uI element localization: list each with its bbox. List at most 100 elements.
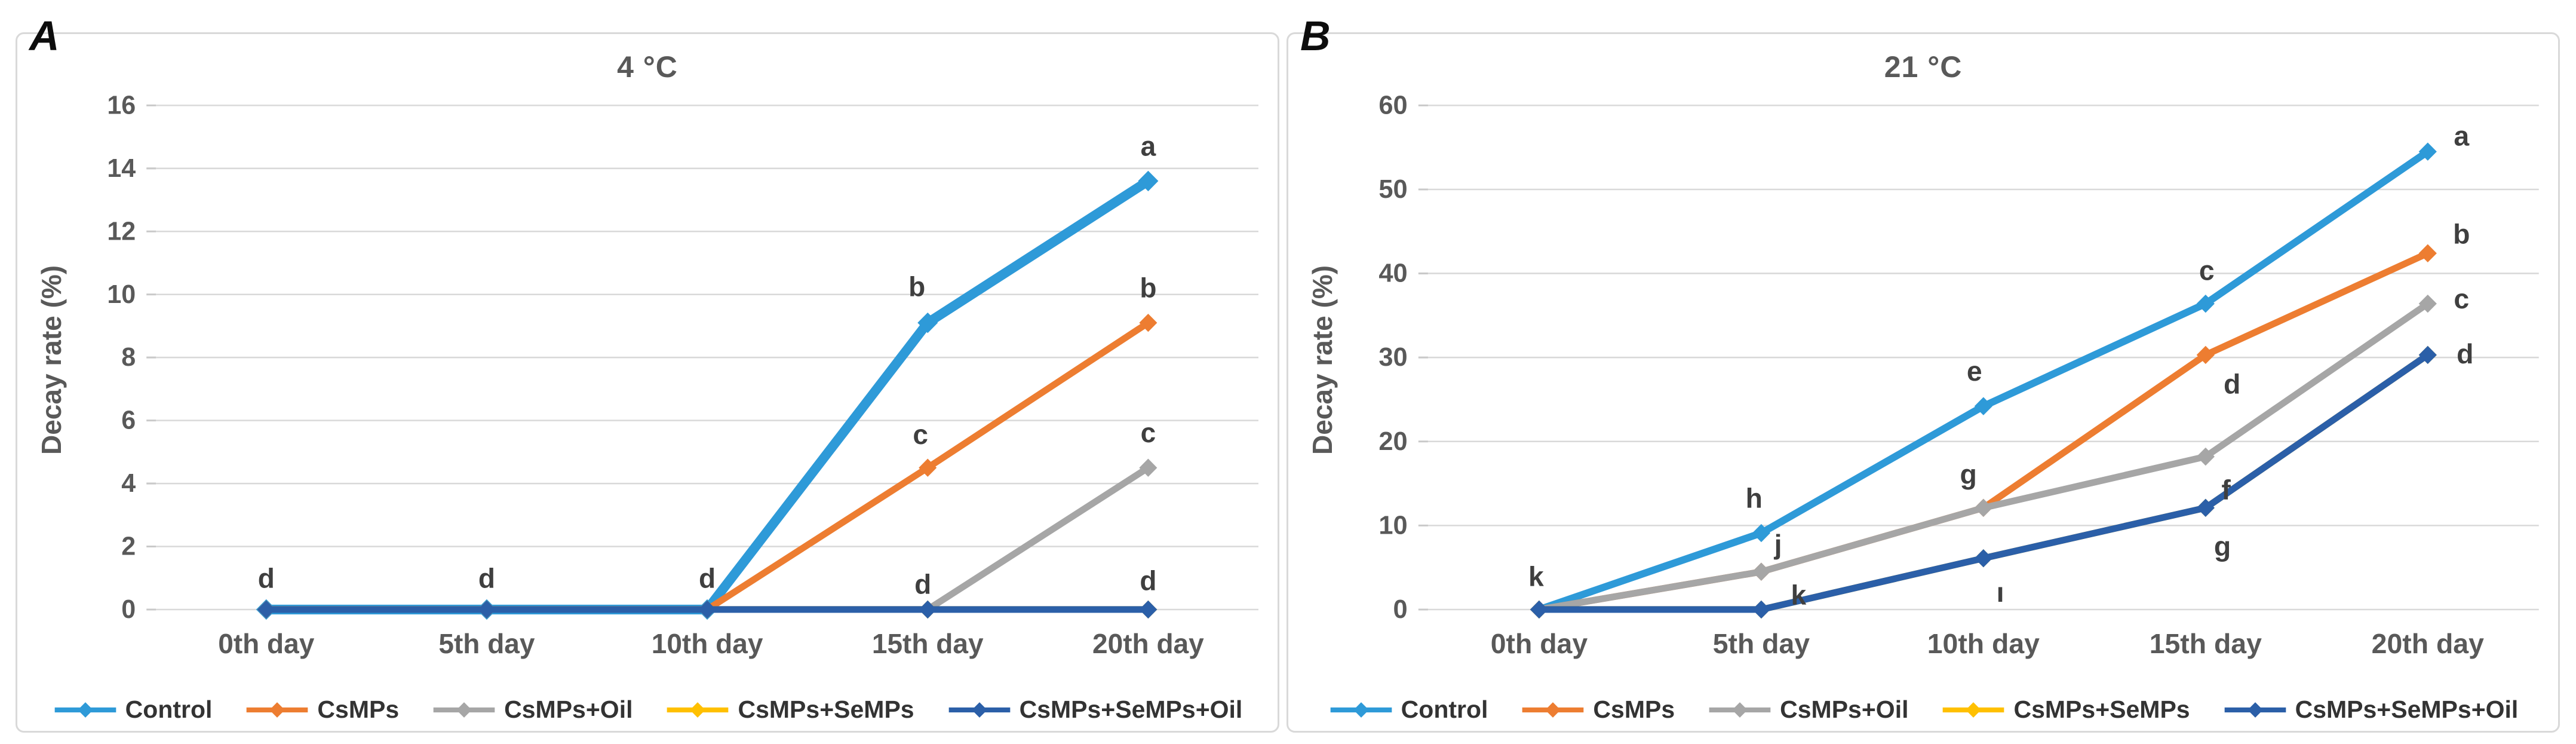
legend-swatch-icon — [1943, 702, 2004, 718]
series-marker-control — [2418, 142, 2437, 161]
series-marker-csmps-oil — [2418, 295, 2437, 313]
y-tick-label: 30 — [1378, 343, 1407, 372]
legend-label: CsMPs+Oil — [1780, 696, 1909, 723]
y-tick-label: 12 — [107, 217, 136, 246]
legend-item-csmps-semps-oil: CsMPs+SeMPs+Oil — [947, 696, 1243, 724]
series-marker-csmps-oil — [2196, 447, 2215, 466]
significance-letter: g — [1960, 459, 1976, 490]
legend-label: CsMPs+SeMPs — [738, 696, 914, 723]
series-marker-control — [2196, 295, 2215, 313]
chart-title-a: 4 °C — [617, 50, 678, 84]
y-tick-label: 6 — [121, 406, 136, 435]
chart-title-b: 21 °C — [1884, 50, 1963, 84]
significance-letter: a — [2454, 120, 2470, 151]
significance-letter: c — [913, 419, 928, 450]
significance-letter: b — [2453, 218, 2470, 249]
series-marker-csmps-semps-oil — [1530, 600, 1549, 619]
legend-diamond — [1966, 702, 1982, 718]
legend-label: CsMPs+Oil — [504, 696, 633, 723]
significance-letter: j — [1774, 529, 1782, 560]
legend-diamond — [456, 702, 472, 718]
legend-item-csmps-oil: CsMPs+Oil — [1707, 696, 1908, 724]
plot-area-b: 0 10 20 30 40 50 60 0th day 5th day 10th day 15th … — [1291, 34, 2556, 663]
significance-letter: d — [1140, 565, 1156, 596]
series-marker-csmps-semps-oil — [2196, 498, 2215, 518]
series-marker-control — [1752, 523, 1771, 543]
legend-label: CsMPs — [1593, 696, 1675, 723]
series-marker-control — [1138, 170, 1159, 192]
legend-item-csmps-oil: CsMPs+Oil — [431, 696, 633, 724]
y-tick-label: 14 — [107, 154, 136, 183]
significance-letter: g — [2214, 531, 2231, 562]
series-marker-csmps-semps-oil — [1139, 600, 1157, 619]
x-tick-label: 15th day — [2150, 628, 2262, 659]
significance-letter: d — [914, 568, 931, 599]
series-line-control — [1535, 148, 2431, 614]
series-marker-csmps-semps-oil — [1752, 600, 1771, 619]
legend-diamond — [2247, 702, 2263, 718]
y-tick-label: 10 — [107, 280, 136, 309]
series-marker-csmps-semps-oil — [919, 600, 937, 619]
legend-item-control: Control — [1328, 696, 1488, 724]
series-marker-csmps-semps-oil — [1974, 549, 1992, 568]
series-marker-control — [917, 312, 938, 333]
chart-panel-a: A 4 °C Decay rate (%) 0 2 4 6 8 10 12 14 16 0th d… — [16, 15, 1279, 733]
panel-label-a: A — [29, 13, 60, 59]
y-tick-label: 0 — [1393, 595, 1408, 624]
x-tick-label: 0th day — [218, 628, 314, 659]
legend-item-control: Control — [53, 696, 213, 724]
significance-letter: d — [2224, 368, 2240, 399]
y-tick-label: 10 — [1378, 511, 1407, 540]
chart-svg-A: 0 2 4 6 8 10 12 14 16 0th day 5th day 10th day 15th … — [107, 91, 1258, 659]
series-marker-csmps — [1139, 314, 1157, 332]
legend-swatch-icon — [1330, 702, 1392, 718]
legend-swatch-icon — [2224, 702, 2286, 718]
legend-b: Control CsMPs CsMPs+Oil CsMPs+SeMPs CsMPs+Se… — [1288, 696, 2558, 724]
series-marker-csmps-oil — [1752, 562, 1771, 581]
legend-label: CsMPs+SeMPs — [2013, 696, 2190, 723]
chart-svg-B: 0 10 20 30 40 50 60 0th day 5th day 10th day 15th … — [1378, 91, 2539, 659]
significance-letter: k — [1791, 580, 1807, 611]
legend-diamond — [1732, 702, 1748, 718]
series-marker-csmps-semps-oil — [2418, 345, 2437, 365]
series-marker-csmps — [2418, 244, 2437, 262]
significance-letter: f — [2221, 474, 2231, 506]
significance-letter: c — [1141, 417, 1156, 448]
y-tick-label: 20 — [1378, 427, 1407, 456]
series-marker-csmps-oil — [1139, 458, 1157, 477]
significance-letter: ı — [1997, 577, 2004, 608]
significance-letter: e — [1967, 356, 1982, 387]
significance-letter: c — [2454, 283, 2469, 314]
legend-label: Control — [125, 696, 213, 723]
legend-swatch-icon — [54, 702, 116, 718]
series-marker-csmps — [2196, 345, 2215, 365]
significance-letter: k — [1528, 561, 1544, 592]
significance-letter: d — [258, 562, 275, 593]
y-tick-label: 16 — [107, 91, 136, 120]
legend-item-csmps-semps: CsMPs+SeMPs — [1941, 696, 2190, 724]
significance-letter: d — [478, 562, 495, 593]
series-marker-csmps-semps-oil — [477, 600, 496, 619]
legend-label: Control — [1401, 696, 1488, 723]
legend-swatch-icon — [667, 702, 729, 718]
legend-swatch-icon — [433, 702, 495, 718]
legend-label: CsMPs — [317, 696, 400, 723]
legend-diamond — [1545, 702, 1561, 718]
chart-panel-b: B 21 °C Decay rate (%) 0 10 20 30 40 50 60 0th … — [1287, 15, 2560, 733]
significance-letter: d — [2457, 338, 2473, 369]
significance-letter: d — [699, 562, 716, 593]
series-marker-csmps — [919, 458, 937, 477]
x-tick-label: 10th day — [652, 628, 763, 659]
y-tick-label: 40 — [1378, 259, 1407, 288]
x-tick-label: 5th day — [1713, 628, 1810, 659]
series-line-control — [261, 176, 1153, 615]
x-tick-label: 5th day — [438, 628, 535, 659]
x-tick-label: 15th day — [872, 628, 984, 659]
y-tick-label: 60 — [1378, 91, 1407, 120]
legend-swatch-icon — [1709, 702, 1771, 718]
x-tick-label: 10th day — [1927, 628, 2040, 659]
legend-label: CsMPs+SeMPs+Oil — [1019, 696, 1243, 723]
panel-label-b: B — [1300, 13, 1331, 59]
y-tick-label: 2 — [121, 532, 136, 561]
legend-diamond — [269, 702, 285, 718]
